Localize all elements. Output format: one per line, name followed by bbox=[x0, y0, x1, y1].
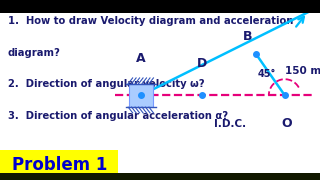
Text: A: A bbox=[136, 52, 146, 65]
Bar bbox=[0, 173, 320, 180]
Text: O: O bbox=[281, 117, 292, 130]
Text: diagram?: diagram? bbox=[8, 48, 61, 58]
Bar bbox=[0, 0, 320, 13]
Text: $v_B$: $v_B$ bbox=[309, 0, 320, 11]
Text: 3.  Direction of angular acceleration α?: 3. Direction of angular acceleration α? bbox=[8, 111, 228, 121]
Text: Problem 1: Problem 1 bbox=[12, 156, 107, 174]
Text: 1.  How to draw Velocity diagram and acceleration: 1. How to draw Velocity diagram and acce… bbox=[8, 16, 293, 26]
Text: I.D.C.: I.D.C. bbox=[214, 119, 246, 129]
Bar bbox=[0, 150, 118, 180]
Text: D: D bbox=[196, 57, 207, 70]
Text: 2.  Direction of angular velocity ω?: 2. Direction of angular velocity ω? bbox=[8, 79, 204, 89]
Text: B: B bbox=[243, 30, 253, 43]
Bar bbox=[0, 13, 320, 173]
Text: 150 mm: 150 mm bbox=[285, 66, 320, 76]
Text: 45°: 45° bbox=[258, 69, 276, 79]
Bar bbox=[129, 84, 153, 107]
